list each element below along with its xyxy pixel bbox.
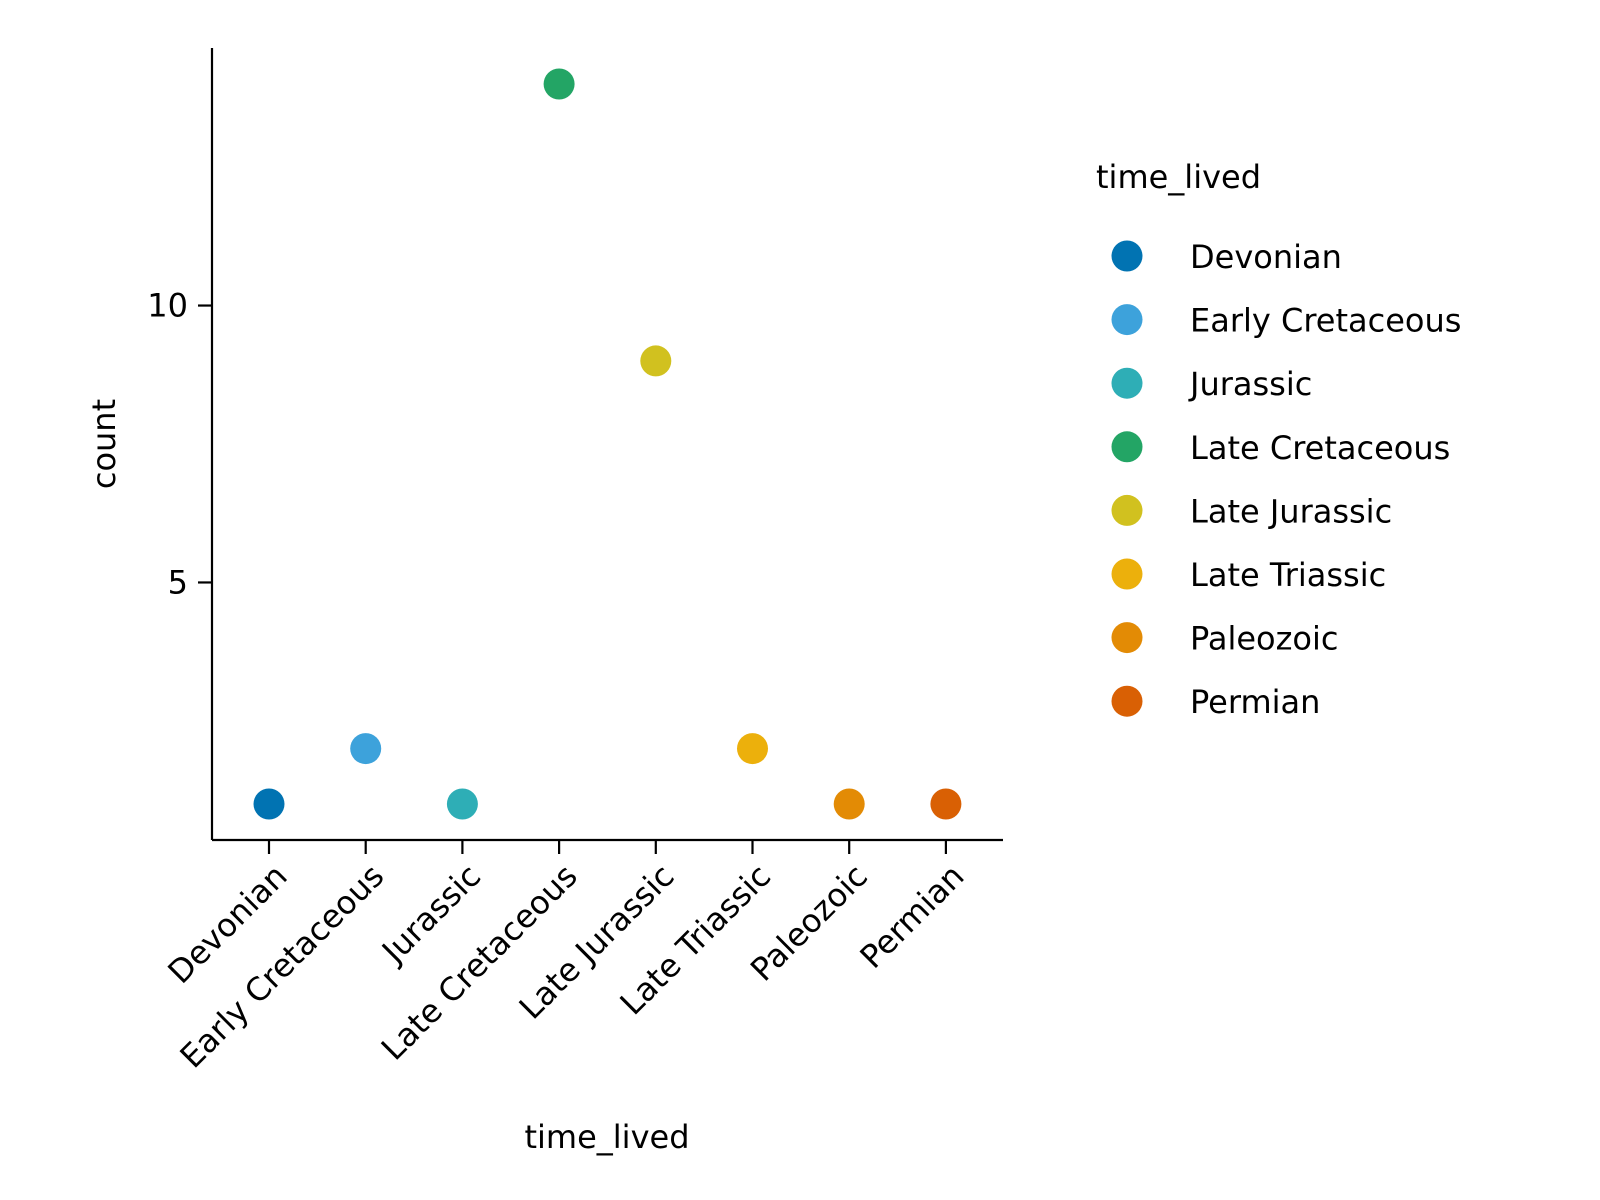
- data-point: [930, 788, 962, 820]
- legend: time_lived Devonian Early Cretaceous Juras…: [1096, 158, 1461, 721]
- data-point: [543, 68, 575, 100]
- legend-label: Permian: [1190, 683, 1320, 721]
- data-point: [446, 788, 478, 820]
- legend-label: Late Triassic: [1190, 556, 1386, 594]
- legend-marker: [1111, 558, 1143, 590]
- legend-marker: [1111, 304, 1143, 336]
- legend-marker: [1111, 240, 1143, 272]
- legend-title: time_lived: [1096, 158, 1261, 196]
- legend-items: Devonian Early Cretaceous Jurassic Late Cre…: [1111, 238, 1461, 721]
- data-point: [350, 733, 382, 765]
- data-point: [640, 345, 672, 377]
- legend-label: Jurassic: [1188, 365, 1312, 403]
- y-axis-ticks: 5 10: [147, 287, 212, 601]
- legend-marker: [1111, 431, 1143, 463]
- legend-marker: [1111, 494, 1143, 526]
- legend-label: Paleozoic: [1190, 620, 1338, 658]
- y-axis-title: count: [85, 399, 123, 489]
- y-tick-label: 10: [147, 287, 188, 325]
- data-points: [253, 68, 962, 820]
- x-axis-title: time_lived: [524, 1118, 689, 1156]
- legend-label: Late Jurassic: [1190, 492, 1392, 530]
- legend-marker: [1111, 367, 1143, 399]
- legend-label: Early Cretaceous: [1190, 302, 1461, 340]
- legend-marker: [1111, 622, 1143, 654]
- data-point: [737, 733, 768, 765]
- legend-label: Devonian: [1190, 238, 1342, 276]
- data-point: [253, 788, 285, 820]
- legend-label: Late Cretaceous: [1190, 429, 1450, 467]
- y-tick-label: 5: [168, 563, 188, 601]
- legend-marker: [1111, 685, 1143, 717]
- x-tick-label: Permian: [852, 857, 971, 976]
- data-point: [833, 788, 865, 820]
